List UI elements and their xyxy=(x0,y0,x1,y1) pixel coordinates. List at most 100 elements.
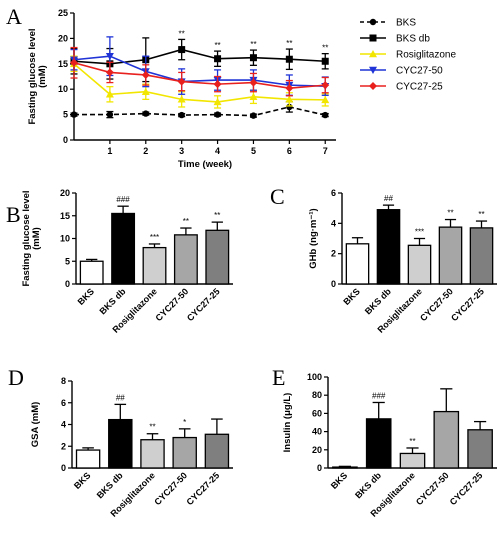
panel-label-b: B xyxy=(6,202,21,227)
data-point xyxy=(178,46,186,54)
x-tick-label: 4 xyxy=(215,146,220,156)
series-line xyxy=(74,106,326,117)
y-axis-title: Insulin (μg/L) xyxy=(282,393,293,453)
significance-label: ** xyxy=(214,41,220,50)
y-tick-label: 100 xyxy=(307,372,322,382)
bar xyxy=(345,243,370,285)
series-line xyxy=(73,62,326,89)
category-label: CYC27-25 xyxy=(185,470,222,507)
legend-marker xyxy=(369,66,377,74)
y-axis-title: Fasting glucose level(mM) xyxy=(27,28,48,124)
y-tick-label: 0 xyxy=(331,279,336,289)
y-axis-title: GSA (mM) xyxy=(30,402,41,448)
category-label: CYC27-50 xyxy=(414,470,451,507)
y-tick-label: 25 xyxy=(58,8,68,18)
bar xyxy=(173,234,198,285)
data-point xyxy=(106,111,114,118)
category-label: BKS db xyxy=(353,470,383,500)
y-tick-label: 0 xyxy=(63,135,68,145)
y-tick-label: 5 xyxy=(65,256,70,266)
legend-marker xyxy=(369,82,377,90)
significance-label: ### xyxy=(372,391,386,400)
legend-label: CYC27-25 xyxy=(396,82,443,93)
legend-label: BKS xyxy=(396,18,416,29)
significance-label: ## xyxy=(116,393,125,402)
series-line xyxy=(73,55,326,87)
y-tick-label: 8 xyxy=(61,376,66,386)
y-tick-label: 5 xyxy=(63,110,68,120)
bar xyxy=(142,246,167,285)
data-point xyxy=(213,80,222,89)
bar xyxy=(172,436,197,469)
bar-chart-panel-e: 0 20 40 60 80 100 Insulin (μg/L) BKS ### BKS db **… xyxy=(282,372,497,519)
y-tick-label: 10 xyxy=(58,84,68,94)
data-point xyxy=(105,68,114,77)
legend-panel-a: BKS BKS db Rosiglitazone CYC27-50 CYC27-25 xyxy=(360,18,456,93)
significance-label: ** xyxy=(286,39,292,48)
bar xyxy=(407,244,432,285)
y-tick-label: 4 xyxy=(61,420,66,430)
data-point xyxy=(214,55,222,63)
data-point xyxy=(141,70,150,79)
bar-chart-panel-b: 0 5 10 15 20 Fasting glucose level(mM) BKS ### B… xyxy=(21,188,233,335)
bar xyxy=(204,433,230,469)
y-tick-label: 0 xyxy=(317,463,322,473)
y-axis-title: GHb (ng·m⁻¹) xyxy=(308,208,319,268)
category-label: BKS db xyxy=(97,286,127,316)
category-label: BKS xyxy=(72,470,93,491)
data-point xyxy=(321,57,329,65)
bar xyxy=(140,439,165,469)
data-point xyxy=(250,112,257,119)
bar xyxy=(467,429,493,469)
significance-label: * xyxy=(183,418,186,427)
bar xyxy=(79,260,104,285)
y-tick-label: 10 xyxy=(60,234,70,244)
x-tick-label: 7 xyxy=(323,146,328,156)
y-tick-label: 6 xyxy=(61,398,66,408)
panel-label-a: A xyxy=(6,4,22,29)
legend-marker xyxy=(369,50,377,58)
line-chart-panel-a: 0 5 10 15 20 25 1 2 3 4 5 6 7 Time (week) Fasting gluc… xyxy=(27,8,336,170)
legend-marker xyxy=(369,34,377,42)
bar xyxy=(438,226,463,285)
significance-label: ### xyxy=(116,195,130,204)
data-point xyxy=(70,58,78,67)
panel-label-d: D xyxy=(8,365,24,390)
bar xyxy=(399,452,426,469)
bar xyxy=(108,418,133,469)
y-tick-label: 0 xyxy=(61,463,66,473)
significance-label: *** xyxy=(415,228,424,237)
significance-label: ** xyxy=(214,211,220,220)
y-tick-label: 2 xyxy=(61,441,66,451)
bar xyxy=(332,466,358,469)
category-label: BKS xyxy=(76,286,97,307)
legend-label: BKS db xyxy=(396,34,430,45)
significance-label: ** xyxy=(183,217,189,226)
panel-label-e: E xyxy=(272,365,285,390)
category-label: BKS xyxy=(329,470,350,491)
data-point xyxy=(321,95,330,104)
significance-label: ** xyxy=(409,437,415,446)
data-point xyxy=(285,55,293,63)
series-line xyxy=(73,48,326,65)
legend-label: Rosiglitazone xyxy=(396,50,456,61)
bar xyxy=(469,227,494,285)
category-label: CYC27-25 xyxy=(448,470,485,507)
data-point xyxy=(249,54,257,62)
significance-label: ** xyxy=(250,40,256,49)
bar xyxy=(376,209,401,285)
y-tick-label: 80 xyxy=(312,390,322,400)
category-label: BKS db xyxy=(95,470,125,500)
y-tick-label: 20 xyxy=(58,33,68,43)
data-point xyxy=(213,97,222,106)
category-label: BKS xyxy=(341,286,362,307)
y-tick-label: 60 xyxy=(312,408,322,418)
significance-label: ** xyxy=(322,44,328,53)
category-label: BKS db xyxy=(363,286,393,316)
bar xyxy=(205,229,230,285)
x-tick-label: 5 xyxy=(251,146,256,156)
x-tick-label: 6 xyxy=(287,146,292,156)
x-tick-label: 1 xyxy=(107,146,112,156)
